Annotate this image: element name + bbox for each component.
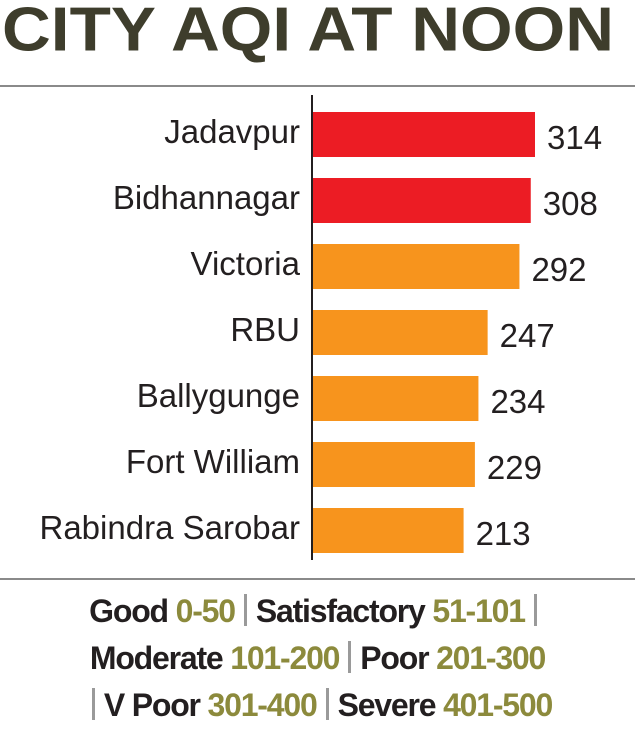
legend-name: Satisfactory (255, 593, 426, 629)
legend-range: 51-101 (432, 593, 526, 629)
value-label: 292 (531, 251, 586, 288)
bar (313, 244, 520, 289)
legend-range: 101-200 (230, 640, 340, 676)
separator (348, 641, 352, 673)
category-label: Ballygunge (137, 377, 300, 414)
legend-line: V Poor 301-400 Severe 401-500 (0, 682, 635, 729)
value-label: 213 (476, 515, 531, 552)
legend: Good 0-50 Satisfactory 51-101 Moderate 101… (0, 588, 635, 729)
bar (313, 310, 488, 355)
legend-name: Poor (360, 640, 429, 676)
value-label: 247 (500, 317, 555, 354)
category-label: Fort William (126, 443, 300, 480)
category-label: Bidhannagar (113, 179, 300, 216)
separator (533, 594, 537, 626)
separator (91, 688, 95, 720)
bar (313, 508, 464, 553)
legend-range: 0-50 (175, 593, 236, 629)
bar (313, 178, 531, 223)
category-label: Victoria (191, 245, 301, 282)
value-label: 308 (543, 185, 598, 222)
legend-range: 201-300 (436, 640, 546, 676)
bar (313, 376, 479, 421)
legend-range: 401-500 (443, 687, 553, 723)
chart: CITY AQI AT NOON Jadavpur 314 Bidhannagar 3… (0, 0, 635, 580)
legend-name: Moderate (89, 640, 224, 676)
category-label: Rabindra Sarobar (40, 509, 301, 546)
legend-line: Moderate 101-200 Poor 201-300 (0, 635, 635, 682)
legend-name: Good (89, 593, 169, 629)
bar (313, 442, 475, 487)
legend-name: Severe (337, 687, 437, 723)
legend-name: V Poor (103, 687, 201, 723)
category-label: RBU (230, 311, 300, 348)
value-label: 229 (487, 449, 542, 486)
legend-line: Good 0-50 Satisfactory 51-101 (0, 588, 635, 635)
category-label: Jadavpur (164, 113, 300, 150)
chart-title: CITY AQI AT NOON (2, 0, 614, 64)
separator (325, 688, 329, 720)
value-label: 314 (547, 119, 602, 156)
separator (243, 594, 247, 626)
legend-range: 301-400 (207, 687, 318, 723)
bar (313, 112, 535, 157)
value-label: 234 (490, 383, 545, 420)
